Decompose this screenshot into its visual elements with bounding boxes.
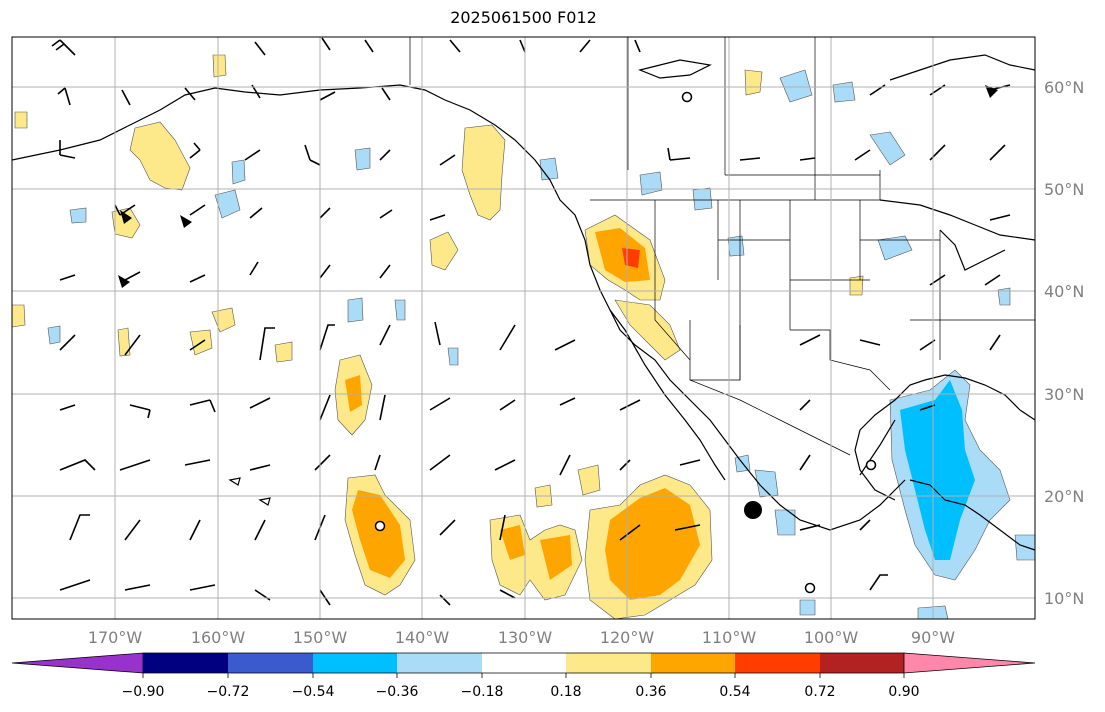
lon-label: 110°W xyxy=(702,628,757,647)
colorbar-segment xyxy=(313,653,397,673)
colorbar-tick-label: −0.54 xyxy=(292,684,335,700)
lon-label: 120°W xyxy=(600,628,655,647)
wind-barbs xyxy=(51,37,1011,606)
colorbar-segment xyxy=(482,653,566,673)
lon-label: 130°W xyxy=(498,628,553,647)
negative-anomaly-fills xyxy=(47,69,1036,620)
colorbar-tick-label: 0.90 xyxy=(888,684,919,700)
marker-circle xyxy=(374,520,386,532)
lat-label: 50°N xyxy=(1044,180,1084,199)
colorbar-segment xyxy=(397,653,482,673)
lon-label: 140°W xyxy=(395,628,450,647)
lon-label: 150°W xyxy=(293,628,348,647)
marker-circle xyxy=(804,582,816,594)
colorbar-segment xyxy=(651,653,735,673)
colorbar-segment xyxy=(228,653,313,673)
lat-label: 20°N xyxy=(1044,487,1084,506)
graticule xyxy=(12,37,1035,619)
lon-label: 160°W xyxy=(191,628,246,647)
colorbar-extend-min xyxy=(11,652,144,674)
colorbar: −0.90 −0.72 −0.54 −0.36 −0.18 0.18 0.36 … xyxy=(11,652,1036,700)
colorbar-tick-label: 0.18 xyxy=(550,684,581,700)
marker-circle xyxy=(865,459,877,471)
colorbar-tick-label: −0.18 xyxy=(461,684,504,700)
lon-label: 100°W xyxy=(804,628,859,647)
map-area xyxy=(12,37,1035,619)
colorbar-tick-label: 0.36 xyxy=(635,684,666,700)
political-borders xyxy=(409,37,1035,456)
lat-label: 40°N xyxy=(1044,282,1084,301)
colorbar-segment xyxy=(735,653,820,673)
lat-label: 10°N xyxy=(1044,589,1084,608)
colorbar-tick-label: −0.36 xyxy=(376,684,419,700)
marker-dot xyxy=(744,501,762,519)
lat-label: 30°N xyxy=(1044,385,1084,404)
positive-anomaly-fills xyxy=(11,54,864,620)
latitude-labels: 60°N 50°N 40°N 30°N 20°N 10°N xyxy=(1044,78,1084,608)
wind-barb-flags xyxy=(118,85,998,288)
lon-label: 170°W xyxy=(88,628,143,647)
lat-label: 60°N xyxy=(1044,78,1084,97)
colorbar-tick-label: 0.72 xyxy=(804,684,835,700)
map-title: 2025061500 F012 xyxy=(450,8,597,27)
marker-circle xyxy=(681,91,693,103)
lon-label: 90°W xyxy=(911,628,955,647)
longitude-labels: 170°W 160°W 150°W 140°W 130°W 120°W 110°… xyxy=(88,628,955,647)
colorbar-tick-label: −0.72 xyxy=(207,684,250,700)
colorbar-tick-label: −0.90 xyxy=(122,684,165,700)
coastlines xyxy=(11,54,1036,551)
colorbar-segment xyxy=(143,653,228,673)
colorbar-segment xyxy=(566,653,651,673)
colorbar-extend-max xyxy=(903,652,1036,674)
colorbar-segment xyxy=(820,653,904,673)
map-border xyxy=(11,36,1036,620)
colorbar-tick-label: 0.54 xyxy=(719,684,750,700)
